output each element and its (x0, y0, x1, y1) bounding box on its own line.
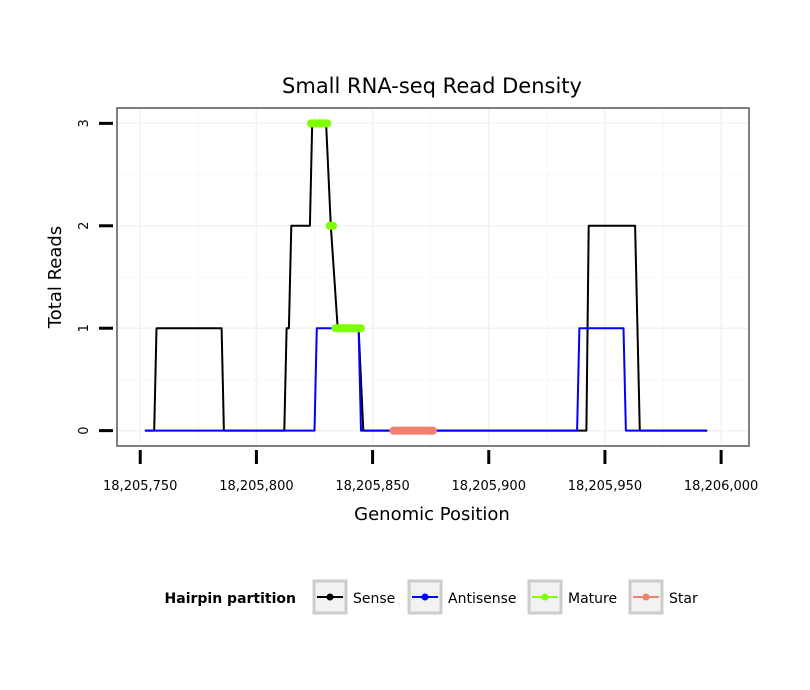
legend-label-sense: Sense (353, 591, 395, 607)
y-tick-label: 2 (77, 222, 92, 230)
y-axis: 0 1 2 3 (77, 119, 113, 435)
legend-item-sense: Sense (312, 579, 395, 615)
legend-item-mature: Mature (527, 579, 617, 615)
x-tick-label: 18,205,850 (335, 479, 409, 494)
x-axis: 18,205,750 18,205,800 18,205,850 18,205,900… (103, 450, 758, 494)
legend-item-antisense: Antisense (407, 579, 517, 615)
legend-swatch-point-antisense (421, 593, 429, 601)
legend-label-mature: Mature (568, 591, 617, 607)
legend-swatch-point-star (642, 593, 650, 601)
legend-label-star: Star (669, 591, 698, 607)
y-axis-label: Total Reads (45, 226, 66, 329)
series-layer (144, 119, 708, 435)
x-tick-label: 18,205,900 (452, 479, 526, 494)
x-tick-label: 18,205,750 (103, 479, 177, 494)
chart-title: Small RNA-seq Read Density (282, 74, 582, 98)
grid (117, 108, 749, 446)
y-tick-label: 0 (77, 426, 92, 434)
y-tick-label: 3 (77, 119, 92, 127)
legend-title: Hairpin partition (165, 591, 296, 607)
legend: Hairpin partition Sense Antisense Mature… (165, 579, 698, 615)
x-tick-label: 18,205,800 (219, 479, 293, 494)
legend-swatch-point-sense (326, 593, 334, 601)
plot-border (116, 107, 750, 447)
y-tick-label: 1 (77, 324, 92, 332)
series-line-antisense (144, 327, 708, 432)
legend-swatch-point-mature (541, 593, 549, 601)
legend-label-antisense: Antisense (448, 591, 517, 607)
x-tick-label: 18,205,950 (568, 479, 642, 494)
legend-item-star: Star (628, 579, 698, 615)
x-axis-label: Genomic Position (354, 504, 510, 525)
x-tick-label: 18,206,000 (684, 479, 758, 494)
